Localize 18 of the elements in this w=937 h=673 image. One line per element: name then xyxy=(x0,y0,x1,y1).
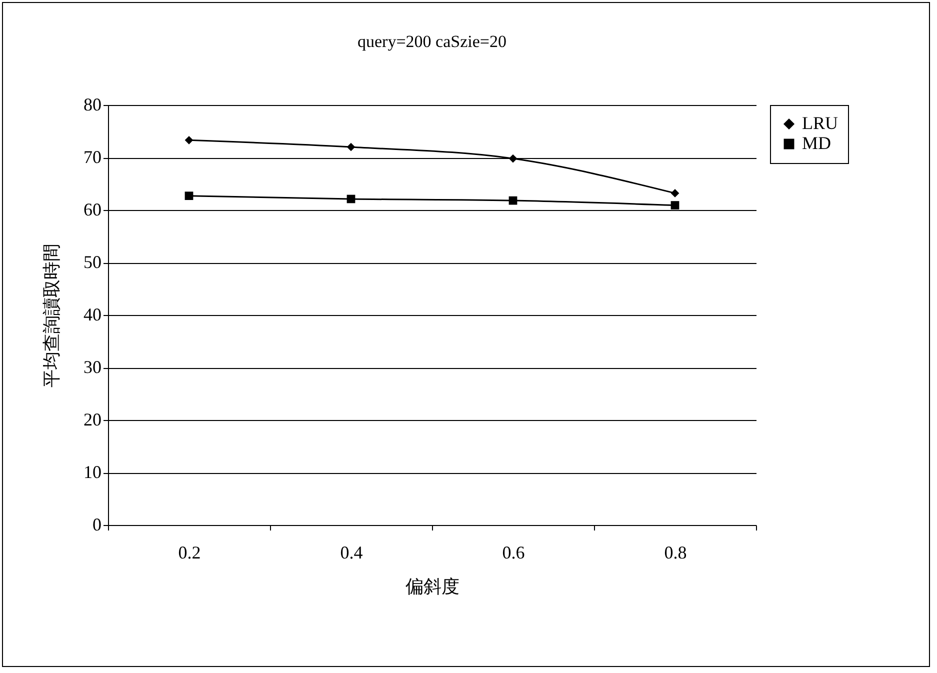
y-axis-title: 平均查詢讀取時間 xyxy=(42,244,62,388)
legend-label: MD xyxy=(802,133,832,153)
x-axis-title: 偏斜度 xyxy=(406,576,460,596)
x-tick-label: 0.8 xyxy=(664,542,687,562)
x-tick-label: 0.4 xyxy=(340,542,363,562)
y-tick-label: 0 xyxy=(92,514,102,534)
y-tick-label: 60 xyxy=(84,200,102,220)
legend-label: LRU xyxy=(802,113,838,133)
y-tick-label: 70 xyxy=(84,147,102,167)
y-tick-label: 40 xyxy=(84,304,102,324)
y-tick-label: 10 xyxy=(84,462,102,482)
y-tick-label: 30 xyxy=(84,357,102,377)
x-tick-label: 0.6 xyxy=(502,542,525,562)
chart-title: query=200 caSzie=20 xyxy=(358,32,506,51)
y-tick-label: 20 xyxy=(84,410,102,430)
y-tick-label: 80 xyxy=(84,94,102,114)
y-tick-label: 50 xyxy=(84,252,102,272)
x-tick-label: 0.2 xyxy=(178,542,201,562)
